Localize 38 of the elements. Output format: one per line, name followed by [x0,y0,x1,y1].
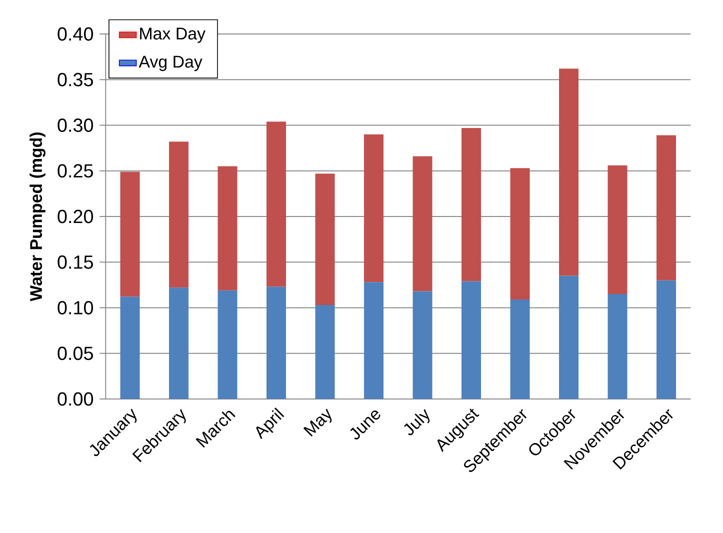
bar [218,290,238,399]
y-tick-label: 0.00 [58,392,94,406]
y-tick-label: 0.40 [58,27,94,41]
x-tick-label: May [303,408,332,437]
y-tick-label: 0.10 [58,301,94,314]
legend-label: Max Day [140,28,206,43]
bar [120,296,140,399]
bar [462,128,482,282]
y-axis-title: Water Pumped (mgd) [30,132,46,302]
bar [510,300,530,399]
legend-label: Avg Day [138,56,202,72]
bar [364,282,384,399]
bar [559,68,579,276]
y-tick-label: 0.15 [58,255,93,269]
bar [218,166,238,290]
bar [315,174,335,305]
bar [608,294,628,399]
y-tick-label: 0.25 [58,164,93,178]
bar [364,134,384,282]
bar [462,281,482,399]
bar [412,156,432,292]
x-tick-label: July [404,409,430,436]
bar [608,165,628,294]
bar [510,168,530,300]
bar [266,286,286,399]
y-tick-label: 0.35 [58,72,93,86]
bar [169,142,189,288]
bar [412,291,432,399]
bar [656,280,676,399]
y-tick-label: 0.05 [58,346,93,360]
bar [169,288,189,399]
bar [559,276,579,399]
bar [266,122,286,287]
y-tick-label: 0.20 [58,210,94,224]
y-tick-label: 0.30 [58,118,94,132]
bar [315,304,335,399]
bar [120,172,140,297]
bar [656,135,676,280]
